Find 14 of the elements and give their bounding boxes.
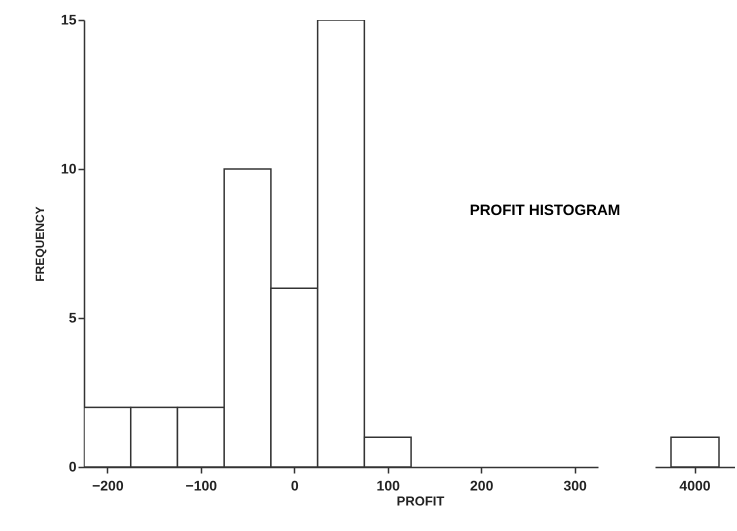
x-tick-label: 4000 (679, 478, 711, 494)
x-tick-label: 100 (376, 478, 400, 494)
x-tick-label: 300 (563, 478, 588, 494)
y-tick-label: 0 (68, 458, 77, 474)
y-tick-label: 10 (60, 160, 77, 176)
x-tick-label: −200 (92, 478, 124, 494)
x-axis-title: PROFIT (396, 494, 444, 508)
y-tick-label: 15 (60, 12, 77, 28)
x-tick-label: 200 (470, 478, 494, 494)
x-tick-label: 0 (290, 478, 299, 494)
y-tick-label: 5 (68, 310, 77, 326)
y-axis-title: FREQUENCY (32, 206, 47, 282)
x-tick-label: −100 (186, 478, 218, 494)
text: PROFIT HISTOGRAM (470, 202, 620, 219)
